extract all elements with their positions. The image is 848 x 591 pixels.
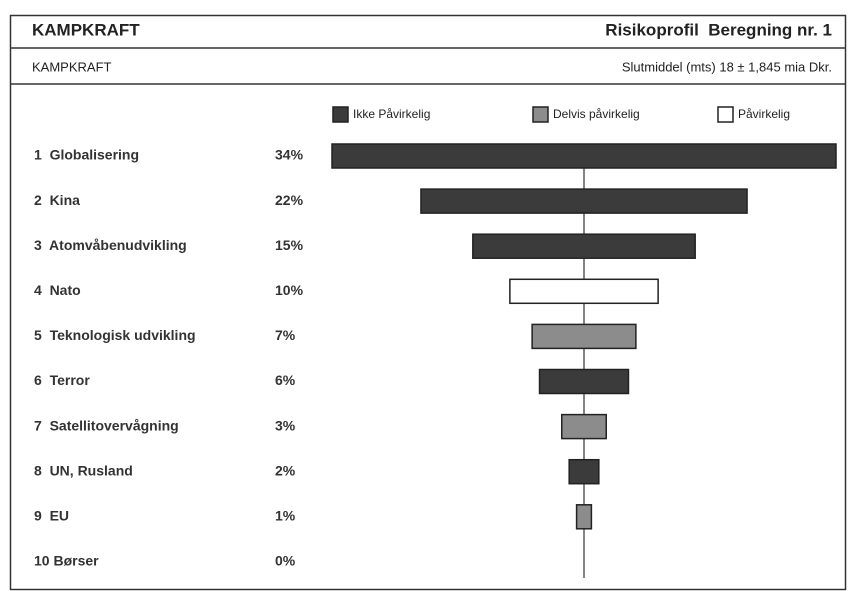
- category-label: 8 UN, Rusland: [34, 462, 133, 478]
- bar: [531, 323, 637, 350]
- value-label: 6%: [275, 372, 296, 388]
- category-label: 10 Børser: [34, 553, 99, 569]
- legend-label: Påvirkelig: [738, 107, 790, 121]
- frame: [9, 14, 847, 591]
- legend-label: Delvis påvirkelig: [553, 107, 640, 121]
- value-label: 2%: [275, 462, 296, 478]
- bar: [568, 458, 600, 485]
- subheader-right: Slutmiddel (mts) 18 ± 1,845 mia Dkr.: [622, 59, 832, 74]
- legend-swatch: [532, 106, 549, 123]
- value-label: 3%: [275, 417, 296, 433]
- category-label: 9 EU: [34, 508, 69, 524]
- bar: [575, 504, 593, 530]
- category-label: 5 Teknologisk udvikling: [34, 327, 196, 343]
- bar: [472, 233, 696, 259]
- legend-swatch: [332, 106, 349, 123]
- legend-swatch: [717, 106, 734, 123]
- bar: [331, 143, 837, 169]
- category-label: 4 Nato: [34, 282, 81, 298]
- subheader-left: KAMPKRAFT: [32, 59, 112, 74]
- bar: [561, 413, 607, 440]
- value-label: 10%: [275, 282, 304, 298]
- category-label: 3 Atomvåbenudvikling: [34, 237, 187, 253]
- category-label: 2 Kina: [34, 192, 80, 208]
- bar: [538, 368, 630, 395]
- value-label: 15%: [275, 237, 304, 253]
- category-label: 1 Globalisering: [34, 147, 139, 163]
- category-label: 7 Satellitovervågning: [34, 417, 179, 433]
- value-label: 0%: [275, 553, 296, 569]
- bar: [509, 278, 659, 305]
- header-left: KAMPKRAFT: [32, 20, 140, 39]
- bar: [420, 188, 748, 214]
- legend-label: Ikke Påvirkelig: [353, 107, 430, 121]
- value-label: 1%: [275, 508, 296, 524]
- value-label: 34%: [275, 147, 304, 163]
- category-label: 6 Terror: [34, 372, 90, 388]
- header-right: Risikoprofil Beregning nr. 1: [605, 20, 832, 39]
- value-label: 22%: [275, 192, 304, 208]
- value-label: 7%: [275, 327, 296, 343]
